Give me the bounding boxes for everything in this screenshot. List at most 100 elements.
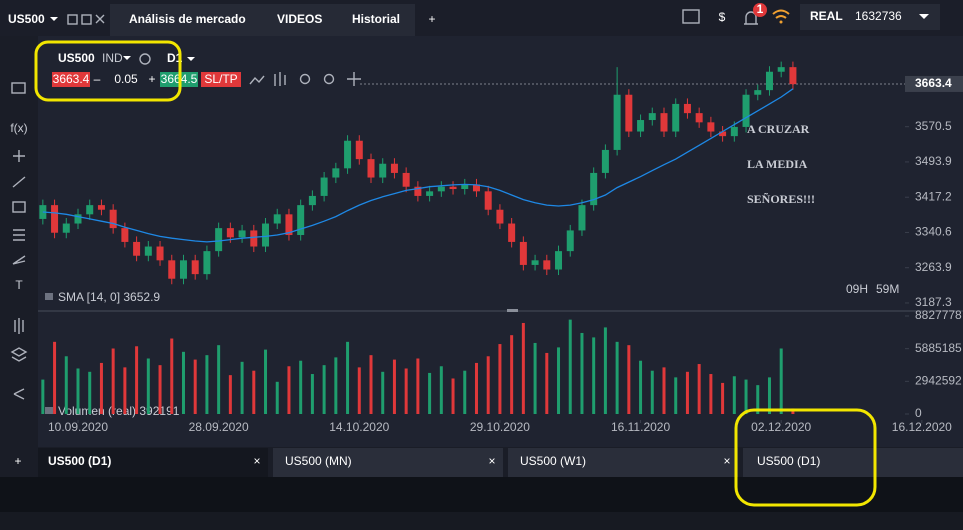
move-icon[interactable] bbox=[347, 72, 361, 86]
tab[interactable]: VIDEOS bbox=[277, 12, 322, 26]
candle-body bbox=[156, 246, 164, 261]
candle-body bbox=[367, 159, 375, 178]
crosshair-tool[interactable] bbox=[13, 150, 25, 162]
zoom-out[interactable] bbox=[299, 73, 311, 85]
candle-body bbox=[519, 241, 527, 265]
sltp-box[interactable] bbox=[201, 72, 241, 87]
dropdown[interactable] bbox=[187, 57, 195, 61]
volume-bar bbox=[252, 370, 256, 414]
volume-bar bbox=[41, 379, 45, 414]
resize-handle[interactable] bbox=[507, 309, 518, 312]
candle-body bbox=[426, 191, 434, 196]
candle-body bbox=[379, 163, 387, 178]
volume-bar bbox=[451, 378, 455, 414]
candle-body bbox=[461, 184, 469, 190]
volume-bar bbox=[369, 355, 373, 414]
deposit-icon[interactable]: $ bbox=[719, 10, 726, 24]
fan-tool[interactable] bbox=[12, 255, 26, 265]
status-strip bbox=[0, 512, 963, 530]
candles-icon[interactable] bbox=[274, 72, 286, 86]
candle-body bbox=[168, 260, 176, 279]
candle-body bbox=[390, 163, 398, 173]
legend-icon[interactable] bbox=[45, 293, 53, 300]
candle-body bbox=[133, 241, 141, 256]
volume-bar bbox=[545, 352, 549, 414]
volume-bar bbox=[193, 359, 197, 414]
volume-bar bbox=[123, 367, 127, 414]
highlight bbox=[34, 40, 182, 102]
candle-body bbox=[695, 113, 703, 123]
close-tab[interactable]: × bbox=[723, 454, 730, 468]
y-tick-label: 3570.5 bbox=[915, 119, 952, 133]
candle-body bbox=[437, 186, 445, 192]
candle-body bbox=[765, 71, 773, 91]
candle-body bbox=[97, 205, 105, 210]
candle-body bbox=[683, 103, 691, 114]
bell-icon[interactable] bbox=[744, 11, 758, 25]
volume-bar bbox=[158, 365, 162, 414]
tab[interactable]: Análisis de mercado bbox=[129, 12, 246, 26]
candle-body bbox=[742, 94, 750, 127]
candle-body bbox=[531, 260, 539, 265]
add-chart[interactable]: + bbox=[14, 454, 21, 468]
volume-bar bbox=[521, 322, 525, 414]
bid-box[interactable] bbox=[52, 72, 90, 87]
x-tick-label: 16.12.2020 bbox=[892, 420, 952, 434]
volume-bar bbox=[498, 344, 502, 414]
dropdown[interactable] bbox=[50, 17, 58, 21]
candle-body bbox=[484, 191, 492, 210]
candle-body bbox=[637, 120, 645, 132]
add-tab[interactable]: + bbox=[428, 12, 435, 26]
line-chart-icon[interactable] bbox=[249, 75, 265, 85]
candle-body bbox=[590, 172, 598, 206]
candle-body bbox=[285, 214, 293, 236]
decrease[interactable]: – bbox=[94, 72, 101, 86]
header-symbol[interactable]: US500 bbox=[58, 51, 95, 65]
candle-body bbox=[508, 223, 516, 242]
layers-tool[interactable] bbox=[10, 347, 28, 362]
volume-bar bbox=[463, 370, 467, 414]
popout-icon[interactable] bbox=[67, 14, 78, 25]
candle-body bbox=[86, 205, 94, 215]
increase[interactable]: + bbox=[148, 72, 155, 86]
dropdown[interactable] bbox=[919, 14, 929, 19]
volume-bar bbox=[474, 362, 478, 414]
info-icon[interactable] bbox=[139, 53, 151, 65]
indicators-tool[interactable] bbox=[14, 318, 24, 334]
legend-icon[interactable] bbox=[45, 407, 53, 414]
shape-tool[interactable] bbox=[12, 201, 26, 213]
close-tab[interactable]: × bbox=[488, 454, 495, 468]
close-tab[interactable]: × bbox=[253, 454, 260, 468]
volume-bar bbox=[264, 349, 268, 414]
volume-bar bbox=[709, 374, 713, 414]
close-icon[interactable] bbox=[95, 14, 105, 24]
volume-bar bbox=[322, 365, 326, 414]
lot-size[interactable]: 0.05 bbox=[114, 72, 138, 86]
symbol-tab[interactable]: US500 bbox=[8, 12, 45, 26]
volume-bar bbox=[439, 366, 443, 414]
x-tick-label: 02.12.2020 bbox=[751, 420, 811, 434]
account-box[interactable] bbox=[800, 4, 940, 30]
header-kind: IND bbox=[102, 51, 123, 65]
share-tool[interactable] bbox=[13, 388, 25, 400]
dropdown[interactable] bbox=[123, 56, 131, 60]
tab[interactable]: Historial bbox=[352, 12, 400, 26]
bottom-tab[interactable] bbox=[38, 448, 268, 477]
y-tick-label: 3417.2 bbox=[915, 189, 952, 203]
bottom-tab[interactable] bbox=[273, 448, 503, 477]
fibo-tool[interactable] bbox=[13, 229, 25, 241]
bottom-tab[interactable] bbox=[743, 448, 963, 477]
line-tool[interactable] bbox=[12, 176, 26, 188]
candle-body bbox=[472, 184, 480, 192]
volume-tick-label: 2942592 bbox=[915, 374, 962, 388]
layout-icon[interactable] bbox=[682, 9, 700, 24]
chart-type-icon[interactable] bbox=[11, 82, 26, 94]
candle-body bbox=[754, 90, 762, 95]
zoom-in[interactable] bbox=[323, 73, 335, 85]
bottom-tab[interactable] bbox=[508, 448, 738, 477]
sma-legend[interactable]: SMA [14, 0] 3652.9 bbox=[58, 290, 160, 304]
functions-tool[interactable]: f(x) bbox=[10, 121, 27, 135]
text-tool[interactable]: T bbox=[15, 278, 23, 292]
highlight bbox=[734, 408, 877, 507]
window-icon[interactable] bbox=[81, 14, 92, 25]
